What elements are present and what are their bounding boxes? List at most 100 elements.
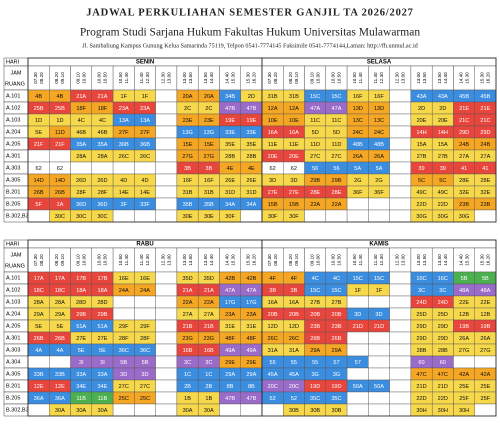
time-text: 13.00: [416, 72, 421, 84]
slot: [368, 343, 390, 357]
course-code: 29A: [310, 348, 320, 354]
course-code: 2D: [418, 106, 425, 112]
course-code: 5D: [333, 130, 340, 136]
course-code: 28B: [438, 348, 448, 354]
time-text: 10.00: [81, 254, 86, 266]
course-code: 3C: [205, 360, 212, 366]
slot: [304, 209, 327, 223]
time-text: 16.20: [252, 254, 257, 266]
time-text: 11.40: [124, 254, 129, 266]
course-code: 4D: [120, 178, 127, 184]
course-code: 31D: [246, 190, 256, 196]
course-code: 35C: [331, 396, 341, 402]
course-code: 51A: [76, 324, 86, 330]
time-text: 15.30: [464, 254, 469, 266]
time-text: 16.20: [486, 254, 491, 266]
course-code: 21E: [459, 106, 469, 112]
time-text: 11.40: [139, 254, 144, 266]
course-code: 23A: [140, 106, 150, 112]
course-code: 26B: [331, 336, 341, 342]
course-code: 33F: [140, 202, 150, 208]
day-name: KAMIS: [369, 242, 388, 248]
course-code: 14E: [119, 190, 129, 196]
time-text: 11.40: [373, 254, 378, 266]
slot: [453, 355, 475, 369]
course-code: 8B: [248, 384, 255, 390]
time-text: 10.50: [103, 72, 108, 84]
course-code: 12B: [480, 312, 490, 318]
course-code: 3G: [311, 372, 318, 378]
course-code: 26C: [289, 336, 299, 342]
course-code: 18A: [76, 288, 86, 294]
course-code: 26E: [225, 178, 235, 184]
course-code: 28F: [98, 190, 108, 196]
time-text: 09.10: [294, 254, 299, 266]
course-code: 15C: [331, 288, 341, 294]
course-code: 13A: [140, 118, 150, 124]
course-code: 27E: [289, 190, 299, 196]
slot: [155, 403, 178, 417]
course-code: 21D: [353, 324, 363, 330]
course-code: 29B: [97, 312, 107, 318]
course-code: 29A: [331, 348, 341, 354]
slot: [368, 295, 390, 309]
course-code: 22A: [183, 300, 193, 306]
course-code: 55: [312, 360, 318, 366]
course-code: 56: [333, 166, 339, 172]
slot: [112, 295, 135, 309]
slot: [155, 379, 178, 393]
course-code: 62: [57, 166, 63, 172]
course-code: 24A: [140, 288, 150, 294]
slot: [155, 185, 178, 199]
course-code: 51A: [97, 324, 107, 330]
course-code: 4E: [227, 166, 234, 172]
slot: [134, 209, 156, 223]
course-code: 13A: [119, 118, 129, 124]
room-name: A.303: [6, 165, 20, 171]
time-text: 09.10: [309, 72, 314, 84]
course-code: 21C: [459, 118, 469, 124]
header-cell: [3, 247, 29, 273]
slot: [155, 137, 178, 151]
course-code: 28E: [480, 178, 490, 184]
course-code: 26A: [374, 154, 384, 160]
course-code: 28D: [97, 300, 107, 306]
time-text: 12.30: [379, 254, 384, 266]
slot: [155, 307, 178, 321]
course-code: 30G: [416, 214, 427, 220]
course-code: 12E: [55, 384, 65, 390]
course-code: 5B: [482, 276, 489, 282]
time-text: 15.30: [246, 72, 251, 84]
room-name: B.302,B303: [6, 213, 35, 219]
time-text: 13.50: [203, 254, 208, 266]
course-code: 39: [418, 166, 424, 172]
slot: [389, 271, 412, 285]
course-code: 35B: [204, 202, 214, 208]
course-code: 1F: [376, 288, 383, 294]
course-code: 3D: [354, 312, 361, 318]
course-code: 27G: [204, 154, 215, 160]
course-code: 32E: [459, 190, 469, 196]
slot: [155, 331, 178, 345]
course-code: 4C: [312, 276, 319, 282]
course-code: 19B: [480, 324, 490, 330]
time-text: 10.00: [81, 72, 86, 84]
slot: [346, 343, 369, 357]
course-code: 27C: [119, 384, 129, 390]
time-text: 12.30: [394, 254, 399, 266]
course-code: 16C: [416, 276, 426, 282]
course-code: 29A: [225, 372, 235, 378]
course-code: 31E: [225, 324, 235, 330]
course-code: 33A: [97, 372, 107, 378]
course-code: 36F: [374, 190, 384, 196]
course-code: 34A: [225, 202, 235, 208]
time-text: 09.10: [60, 254, 65, 266]
course-code: 30C: [55, 214, 65, 220]
course-code: 3B: [205, 166, 212, 172]
slot: [155, 125, 178, 139]
course-code: 3B: [290, 288, 297, 294]
course-code: 14D: [55, 178, 65, 184]
course-code: 26C: [119, 154, 129, 160]
course-code: 27A: [204, 312, 214, 318]
course-code: 47B: [246, 396, 256, 402]
